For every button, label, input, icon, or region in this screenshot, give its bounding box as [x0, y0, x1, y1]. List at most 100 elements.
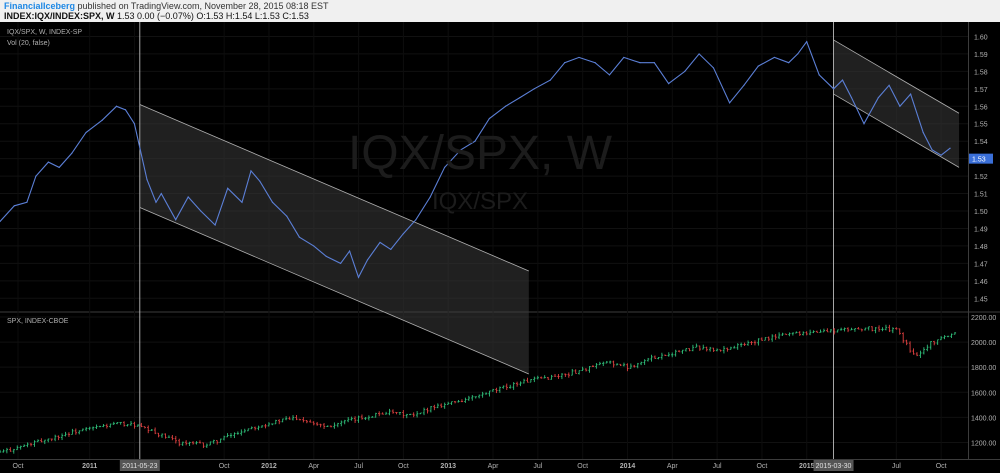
ratio-point: [0, 220, 1, 223]
x-tick-label: Apr: [488, 463, 500, 470]
ratio-point: [474, 140, 476, 142]
ratio-point: [841, 79, 844, 81]
ratio-point: [71, 152, 73, 155]
ratio-point: [146, 178, 148, 181]
y-tick-label: 1.54: [974, 139, 988, 146]
ratio-point: [888, 84, 890, 86]
ratio-point: [818, 74, 820, 76]
ratio-point: [35, 175, 37, 177]
ratio-line: [0, 40, 951, 279]
ratio-point: [415, 219, 417, 221]
ratio-point: [259, 180, 261, 182]
ratio-point: [594, 62, 596, 64]
ratio-point: [26, 201, 28, 203]
ratio-point: [429, 196, 431, 198]
y-tick-label: 1.48: [974, 244, 988, 251]
ratio-point: [214, 224, 216, 226]
x-tick-label: 2014: [620, 463, 636, 470]
ratio-point: [115, 105, 118, 107]
y-tick-label: 1.46: [974, 279, 988, 286]
ratio-point: [348, 250, 351, 252]
x-tick-label: Jul: [892, 463, 901, 470]
ratio-point: [832, 88, 835, 90]
ratio-point: [728, 102, 731, 104]
ratio-point: [187, 196, 189, 198]
ratio-point: [366, 259, 369, 261]
watermark-subtitle: IQX/SPX: [432, 188, 528, 215]
ratio-point: [578, 56, 580, 59]
y-tick-label: 1.58: [974, 69, 988, 76]
x-tick-label: Jul: [533, 463, 542, 470]
x-tick-label: Oct: [398, 463, 409, 470]
y-tick-label: 1.49: [974, 226, 988, 233]
ratio-point: [850, 96, 853, 99]
x-tick-label: Apr: [667, 463, 679, 470]
ratio-point: [910, 93, 912, 95]
trend-channel-fill: [139, 104, 529, 374]
trend-channel-lower: [833, 93, 960, 168]
ratio-point: [564, 62, 566, 64]
ratio-point: [504, 105, 507, 107]
top-pane-title: IQX/SPX, W, INDEX-SP: [7, 29, 82, 36]
ratio-point: [271, 201, 274, 203]
ratio-point: [533, 88, 535, 90]
y-tick-label: 2000.00: [971, 340, 996, 347]
ratio-point: [357, 276, 360, 278]
x-tick-label: Oct: [936, 463, 947, 470]
ratio-point: [200, 210, 202, 212]
ratio-point: [47, 161, 50, 163]
published-text: published on TradingView.com, November 2…: [75, 1, 329, 11]
y-tick-label: 1.47: [974, 261, 988, 268]
watermark-title: IQX/SPX, W: [348, 127, 613, 180]
trend-channel-fill: [833, 39, 960, 168]
ratio-point: [608, 74, 611, 76]
ratio-point: [133, 123, 136, 125]
trend-channel-upper: [833, 39, 960, 114]
ratio-point: [460, 149, 462, 151]
ratio-point: [339, 262, 342, 264]
ratio-point: [940, 154, 942, 156]
publish-line: FinancialIceberg published on TradingVie…: [4, 1, 329, 11]
y-tick-label: 1.59: [974, 52, 988, 59]
trend-channel-upper: [139, 104, 529, 272]
x-tick-label: Apr: [308, 463, 320, 470]
ratio-point: [668, 82, 670, 85]
x-tick-label: Jul: [354, 463, 363, 470]
x-tick-label: 2013: [440, 463, 456, 470]
ratio-point: [390, 248, 392, 251]
ratio-point: [124, 109, 127, 111]
y-tick-label: 1400.00: [971, 415, 996, 422]
ratio-point: [325, 255, 327, 257]
publisher-link[interactable]: FinancialIceberg: [4, 1, 76, 11]
x-tick-label: Oct: [13, 463, 24, 470]
trend-channel-lower: [139, 207, 529, 375]
y-tick-label: 1.55: [974, 122, 988, 129]
bottom-pane-title: SPX, INDEX-CBOE: [7, 318, 69, 325]
ratio-point: [313, 245, 315, 247]
ratio-point: [443, 166, 446, 168]
ratio-point: [160, 192, 162, 195]
ratio-point: [155, 201, 157, 203]
quote-line: INDEX:IQX/INDEX:SPX, W 1.53 0.00 (−0.07%…: [4, 11, 309, 21]
ratio-point: [58, 166, 60, 168]
x-tick-label: Oct: [756, 463, 767, 470]
ratio-point: [639, 62, 641, 64]
ratio-point: [684, 70, 686, 72]
x-tick-label: 2011: [82, 463, 97, 470]
x-tick-label: Jul: [713, 463, 722, 470]
ratio-point: [298, 236, 300, 238]
y-tick-label: 1200.00: [971, 440, 996, 447]
chart-area[interactable]: 1.45 1.46 1.47 1.48 1.49 1.50 1.51 1.52 1.53 1.54…: [0, 22, 1000, 473]
ratio-point: [85, 131, 87, 134]
y-tick-label: 2200.00: [971, 315, 996, 322]
date-marker-box: [119, 460, 160, 471]
ratio-point: [743, 84, 745, 86]
ratio-point: [698, 53, 700, 55]
top-pane-subtitle: Vol (20, false): [7, 40, 50, 47]
ratio-point: [286, 215, 288, 217]
ratio-point: [227, 187, 229, 189]
y-tick-label: 1.56: [974, 104, 988, 111]
ratio-point: [549, 79, 551, 81]
ratio-point: [877, 96, 879, 99]
ratio-point: [712, 67, 715, 69]
